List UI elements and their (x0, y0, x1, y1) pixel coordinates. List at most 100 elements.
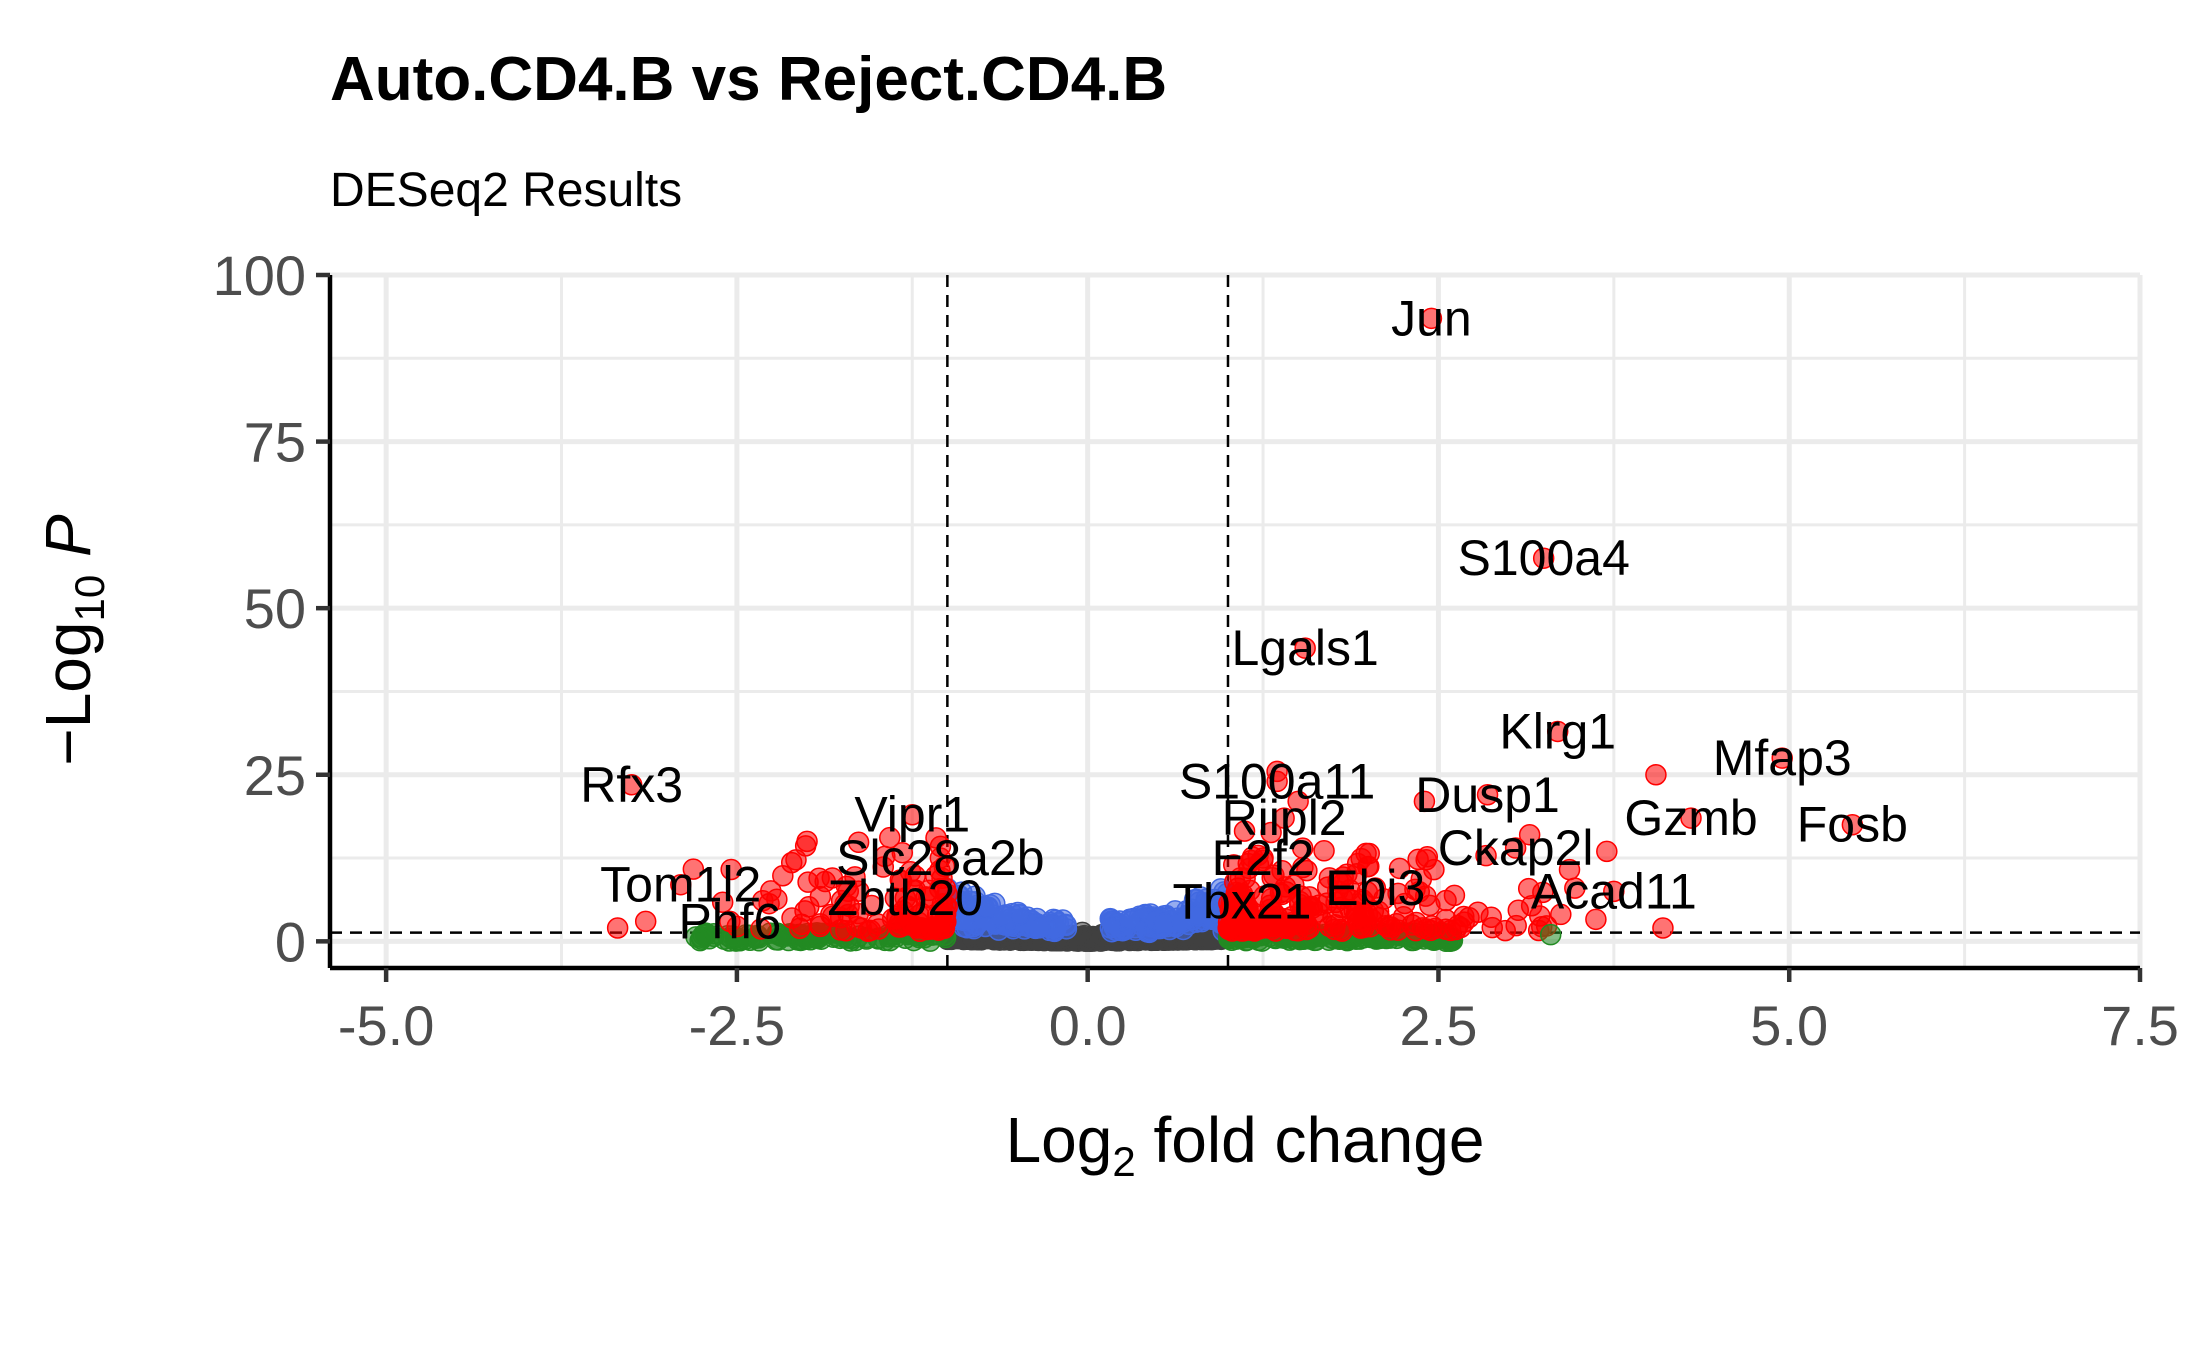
y-tick-label: 100 (213, 244, 306, 307)
labeled-point (1294, 637, 1316, 659)
significant-point (1260, 821, 1282, 844)
labeled-point (1252, 847, 1274, 869)
significant-point (752, 889, 774, 912)
x-tick-label: -2.5 (689, 994, 786, 1057)
significant-point (1324, 914, 1347, 936)
gene-label-acad11: Acad11 (1531, 863, 1697, 919)
gene-label-jun: Jun (1391, 290, 1472, 346)
gene-label-dusp1: Dusp1 (1415, 767, 1560, 823)
gene-label-tbx21: Tbx21 (1173, 873, 1312, 929)
y-tick-label: 50 (244, 577, 306, 640)
p-only-point (977, 896, 999, 918)
gene-label-ckap2l: Ckap2l (1438, 820, 1594, 876)
significant-point (1237, 919, 1260, 941)
significant-point (1387, 882, 1409, 905)
significant-point (1475, 844, 1497, 867)
significant-point (1596, 840, 1618, 863)
gene-label-zbtb20: Zbtb20 (827, 870, 983, 926)
significant-point (1411, 917, 1434, 939)
significant-point (720, 858, 742, 881)
labeled-point (1680, 807, 1702, 829)
gene-label-tom1l2: Tom1l2 (600, 857, 761, 913)
x-axis-title: Log2 fold change (1006, 1104, 1485, 1185)
y-tick-label: 25 (244, 744, 306, 807)
significant-point (1350, 847, 1372, 870)
labeled-point (1771, 747, 1793, 769)
p-only-point (1189, 886, 1212, 908)
p-only-point (1055, 914, 1077, 937)
labeled-point (1532, 547, 1555, 569)
p-only-point (1099, 917, 1122, 939)
fc-only-point (765, 929, 787, 951)
significant-point (1435, 889, 1457, 912)
significant-point (606, 917, 629, 939)
x-tick-label: -5.0 (338, 994, 435, 1057)
significant-point (682, 858, 705, 880)
significant-point (933, 915, 955, 938)
p-only-point (1028, 917, 1051, 939)
y-tick-label: 75 (244, 411, 306, 474)
significant-point (899, 861, 922, 883)
labeled-point (719, 910, 741, 933)
significant-point (1234, 867, 1256, 889)
gene-label-gzmb: Gzmb (1624, 790, 1757, 846)
significant-point (1520, 895, 1543, 917)
labeled-point (929, 847, 952, 869)
labeled-point (620, 774, 643, 796)
significant-point (1264, 920, 1287, 942)
p-only-point (1153, 912, 1175, 935)
significant-point (1585, 908, 1607, 931)
gene-label-e2f2: E2f2 (1212, 830, 1315, 886)
significant-point (1652, 917, 1674, 939)
x-tick-label: 5.0 (1750, 994, 1828, 1057)
gene-label-ebi3: Ebi3 (1325, 860, 1425, 916)
gene-label-rfx3: Rfx3 (580, 757, 683, 813)
gene-label-klrg1: Klrg1 (1499, 703, 1616, 759)
significant-point (772, 864, 794, 887)
labeled-point (1364, 877, 1387, 899)
significant-point (1388, 857, 1411, 880)
significant-point (844, 866, 866, 888)
significant-point (1368, 906, 1391, 929)
significant-point (860, 894, 883, 917)
significant-point (1481, 916, 1503, 939)
significant-point (1292, 856, 1314, 879)
significant-point (1233, 820, 1256, 842)
significant-point (750, 918, 772, 940)
significant-point (1348, 910, 1370, 932)
gene-label-fosb: Fosb (1797, 797, 1908, 853)
significant-point (1387, 919, 1409, 941)
significant-point (809, 885, 832, 908)
significant-point (1564, 877, 1586, 899)
labeled-point (894, 887, 917, 909)
labeled-point (1546, 720, 1569, 743)
significant-point (1518, 823, 1541, 846)
labeled-point (1273, 807, 1295, 829)
gene-label-s100a4: S100a4 (1457, 530, 1629, 586)
labeled-point (670, 873, 692, 896)
gene-labels: Jun S100a4 Lgals1 Klrg1 Mfap3 Rfx3 S100a11 Dusp… (580, 290, 1908, 949)
significant-point (847, 831, 870, 854)
significant-point (1287, 790, 1309, 813)
significant-point (1313, 840, 1335, 862)
significant-point (1413, 790, 1436, 813)
fc-only-point (685, 926, 707, 948)
significant-point (1550, 903, 1572, 926)
significant-point (809, 913, 832, 935)
gene-label-riipl2: Riipl2 (1222, 790, 1347, 846)
labeled-point (1420, 307, 1443, 330)
chart-title: Auto.CD4.B vs Reject.CD4.B (330, 45, 1167, 114)
significant-point (1260, 887, 1283, 910)
x-tick-label: 2.5 (1400, 994, 1478, 1057)
significant-point (1271, 860, 1293, 882)
labeled-point (1504, 837, 1527, 859)
significant-point (711, 891, 734, 913)
significant-point (902, 914, 924, 937)
labeled-point (1476, 784, 1499, 806)
labeled-point (1266, 770, 1288, 793)
gene-label-vipr1: Vipr1 (854, 787, 970, 843)
significant-point (881, 908, 904, 930)
significant-point (781, 907, 803, 929)
gene-label-lgals1: Lgals1 (1231, 620, 1378, 676)
